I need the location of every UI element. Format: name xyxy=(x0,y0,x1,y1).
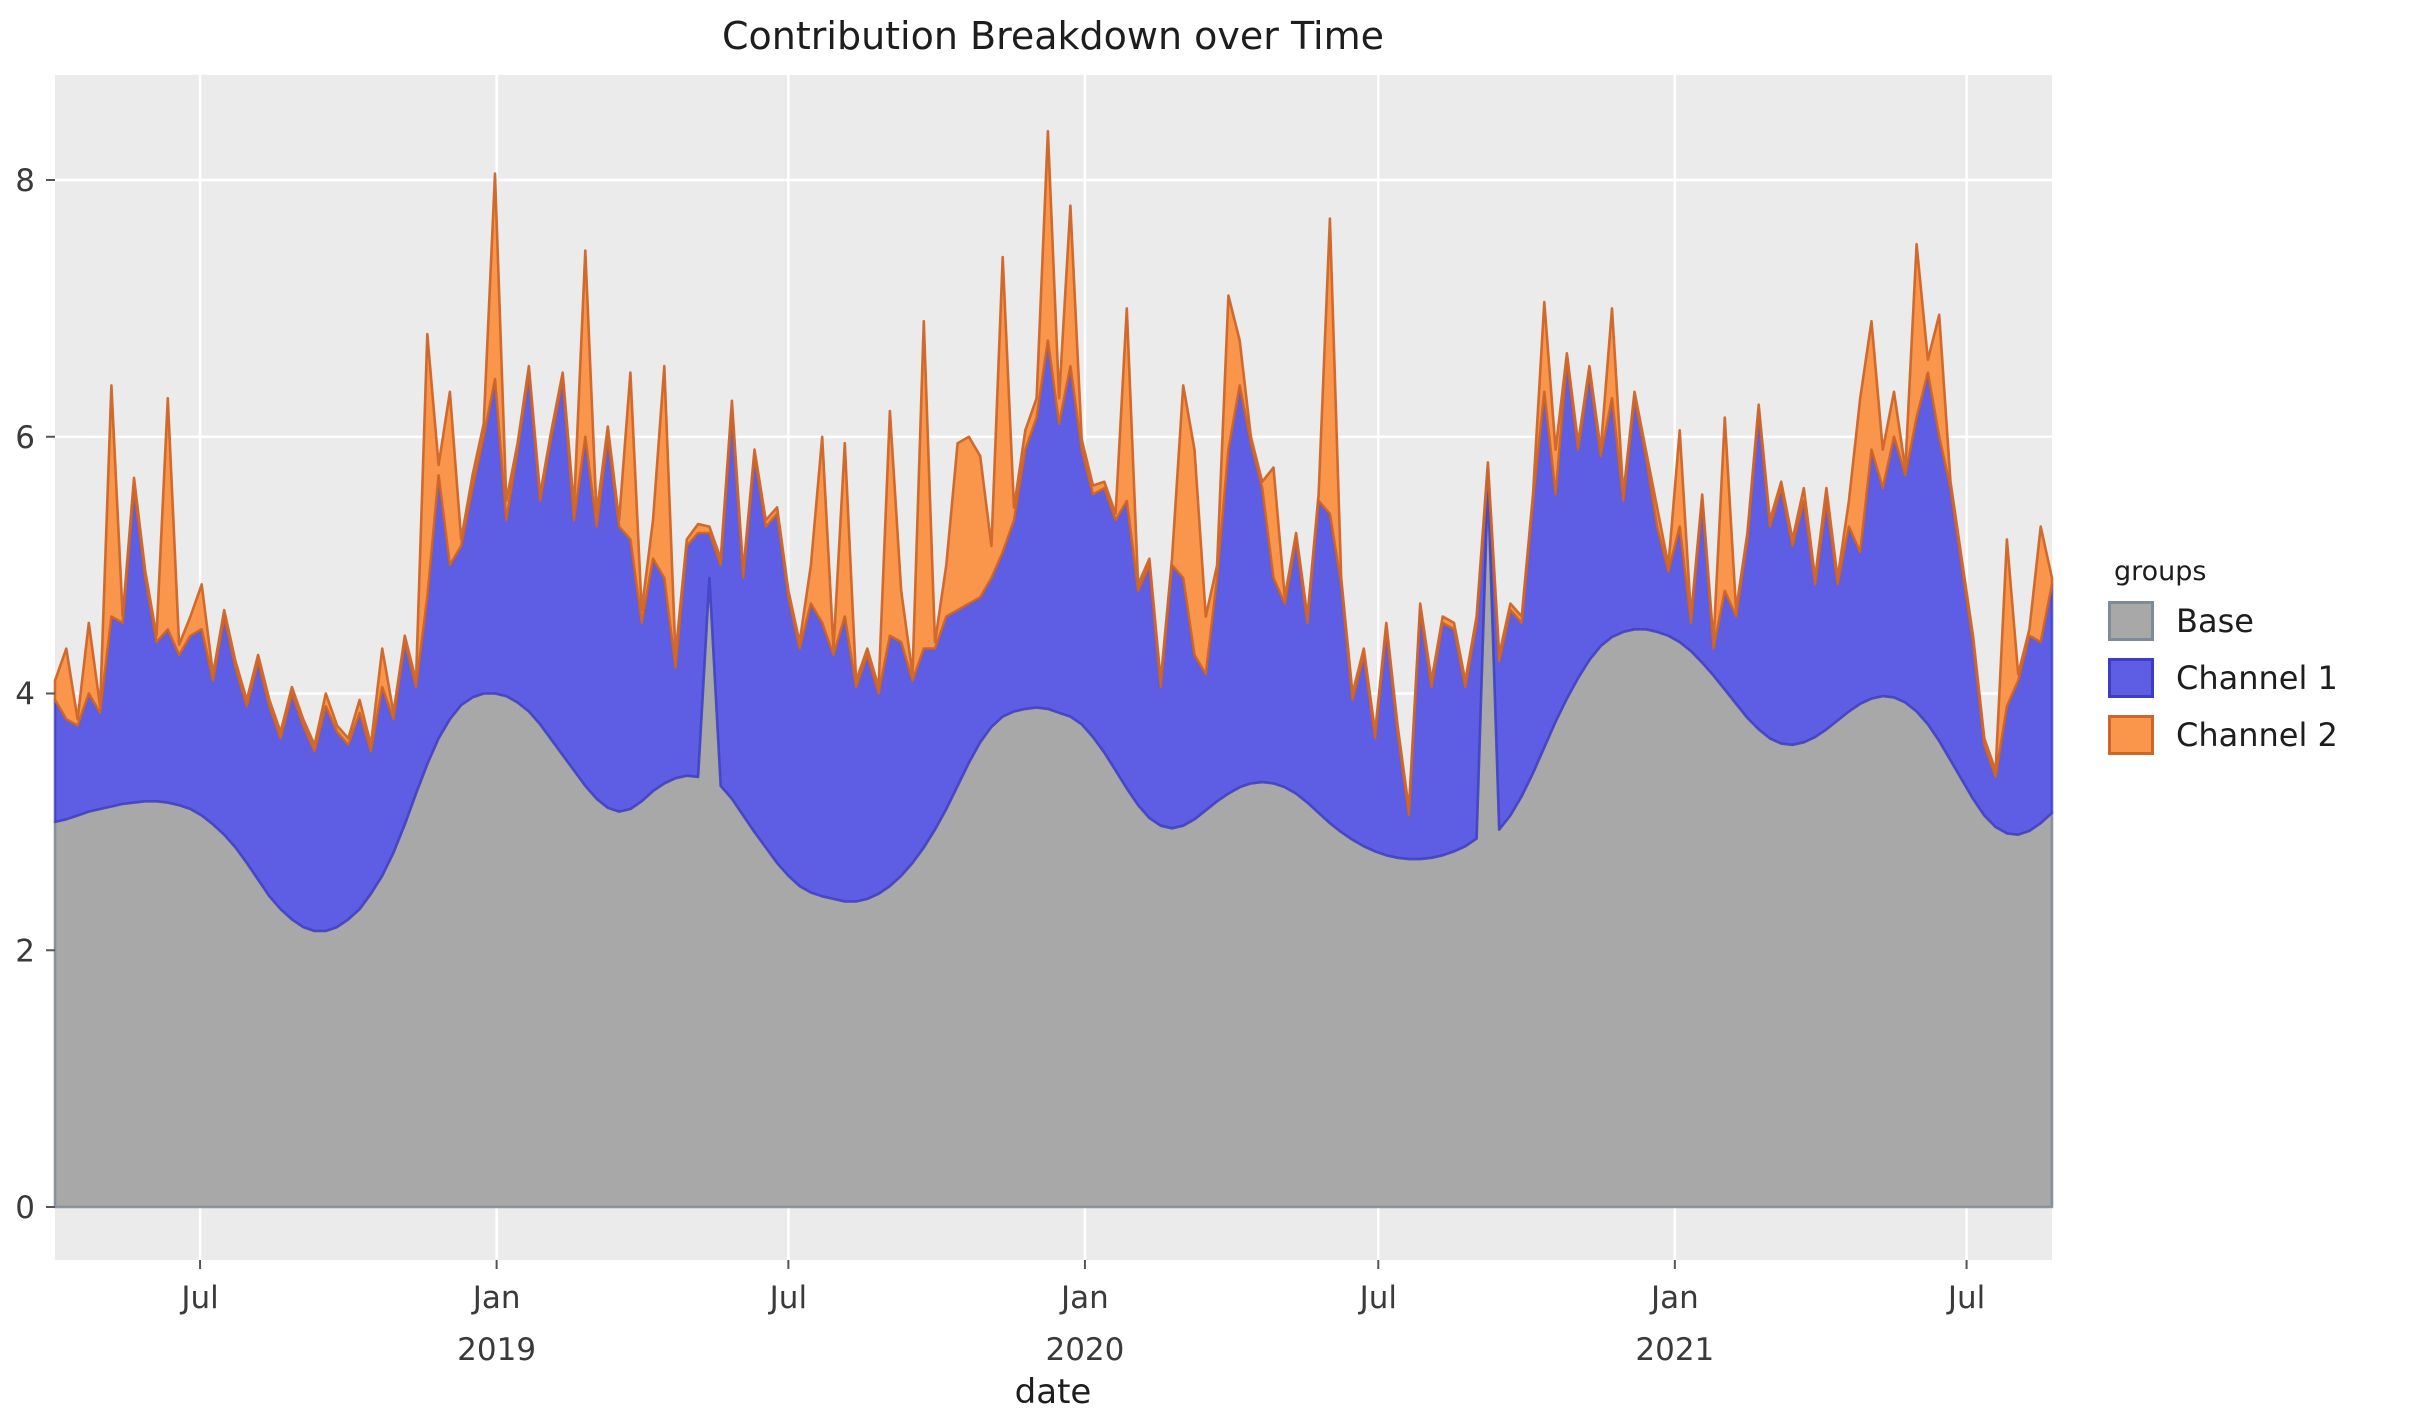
y-tick-label: 6 xyxy=(15,420,35,456)
x-tick-year-label: 2020 xyxy=(1045,1332,1124,1368)
legend-item-base: Base xyxy=(2108,601,2418,641)
base-swatch xyxy=(2108,601,2154,641)
channel-2-swatch xyxy=(2108,715,2154,755)
x-tick-year-label: 2019 xyxy=(457,1332,536,1368)
legend-item-channel-2: Channel 2 xyxy=(2108,715,2418,755)
x-axis-title: date xyxy=(1014,1372,1092,1412)
y-tick-label: 8 xyxy=(15,163,35,199)
x-tick-label: Jan xyxy=(1649,1280,1699,1316)
channel-1-swatch xyxy=(2108,658,2154,698)
x-tick-label: Jan xyxy=(471,1280,521,1316)
y-tick-label: 0 xyxy=(15,1190,35,1226)
x-tick-label: Jul xyxy=(1946,1280,1985,1316)
legend-label: Base xyxy=(2176,602,2254,640)
x-tick-label: Jan xyxy=(1059,1280,1109,1316)
legend-label: Channel 2 xyxy=(2176,716,2338,754)
legend: groups Base Channel 1 Channel 2 xyxy=(2108,556,2418,772)
y-tick-label: 4 xyxy=(15,677,35,713)
x-tick-label: Jul xyxy=(1358,1280,1397,1316)
x-tick-year-label: 2021 xyxy=(1635,1332,1714,1368)
legend-label: Channel 1 xyxy=(2176,659,2338,697)
area-channel-2 xyxy=(53,129,2054,817)
legend-title: groups xyxy=(2114,556,2207,587)
chart-title: Contribution Breakdown over Time xyxy=(722,14,1384,58)
x-tick-label: Jul xyxy=(768,1280,807,1316)
x-tick-label: Jul xyxy=(179,1280,218,1316)
legend-item-channel-1: Channel 1 xyxy=(2108,658,2418,698)
y-tick-label: 2 xyxy=(15,933,35,969)
